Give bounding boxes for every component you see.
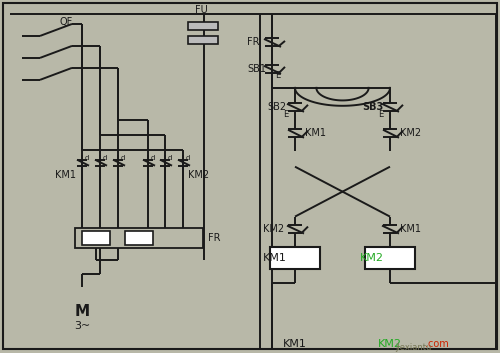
Text: KM1: KM1 bbox=[305, 128, 326, 138]
Circle shape bbox=[52, 287, 112, 347]
Bar bbox=[270, 246, 320, 269]
Text: SB1: SB1 bbox=[247, 64, 266, 74]
Text: KM2: KM2 bbox=[360, 252, 384, 263]
Text: KM1: KM1 bbox=[263, 252, 287, 263]
Circle shape bbox=[14, 54, 21, 61]
Text: QF: QF bbox=[60, 17, 73, 27]
Bar bbox=[82, 231, 110, 245]
Text: KM1: KM1 bbox=[283, 339, 307, 349]
Text: KM1: KM1 bbox=[55, 170, 76, 180]
Text: SB2: SB2 bbox=[267, 102, 286, 112]
Bar bbox=[188, 22, 218, 30]
Text: M: M bbox=[74, 304, 90, 319]
Circle shape bbox=[14, 32, 21, 40]
Text: d: d bbox=[85, 155, 89, 161]
Text: KM2: KM2 bbox=[263, 223, 284, 234]
Text: d: d bbox=[168, 155, 172, 161]
Text: FR: FR bbox=[208, 233, 220, 243]
Circle shape bbox=[270, 85, 274, 90]
Text: FR: FR bbox=[247, 37, 260, 47]
Text: E: E bbox=[283, 110, 288, 119]
Bar bbox=[75, 228, 203, 247]
Bar bbox=[188, 36, 218, 44]
Text: d: d bbox=[103, 155, 108, 161]
Text: .com: .com bbox=[425, 339, 449, 349]
Text: E: E bbox=[378, 110, 384, 119]
Text: KM2: KM2 bbox=[188, 170, 209, 180]
Text: d: d bbox=[151, 155, 156, 161]
Text: KM2: KM2 bbox=[400, 128, 421, 138]
Text: FU: FU bbox=[195, 5, 208, 15]
Text: KM1: KM1 bbox=[400, 223, 421, 234]
Circle shape bbox=[14, 76, 21, 83]
Text: d: d bbox=[186, 155, 190, 161]
Text: E: E bbox=[275, 71, 280, 80]
Bar bbox=[365, 246, 415, 269]
Text: 3~: 3~ bbox=[74, 321, 90, 331]
Text: jlexiantu: jlexiantu bbox=[395, 343, 432, 352]
Text: KM2: KM2 bbox=[378, 339, 402, 349]
Bar bbox=[125, 231, 153, 245]
Text: SB3: SB3 bbox=[362, 102, 384, 112]
Text: d: d bbox=[121, 155, 126, 161]
